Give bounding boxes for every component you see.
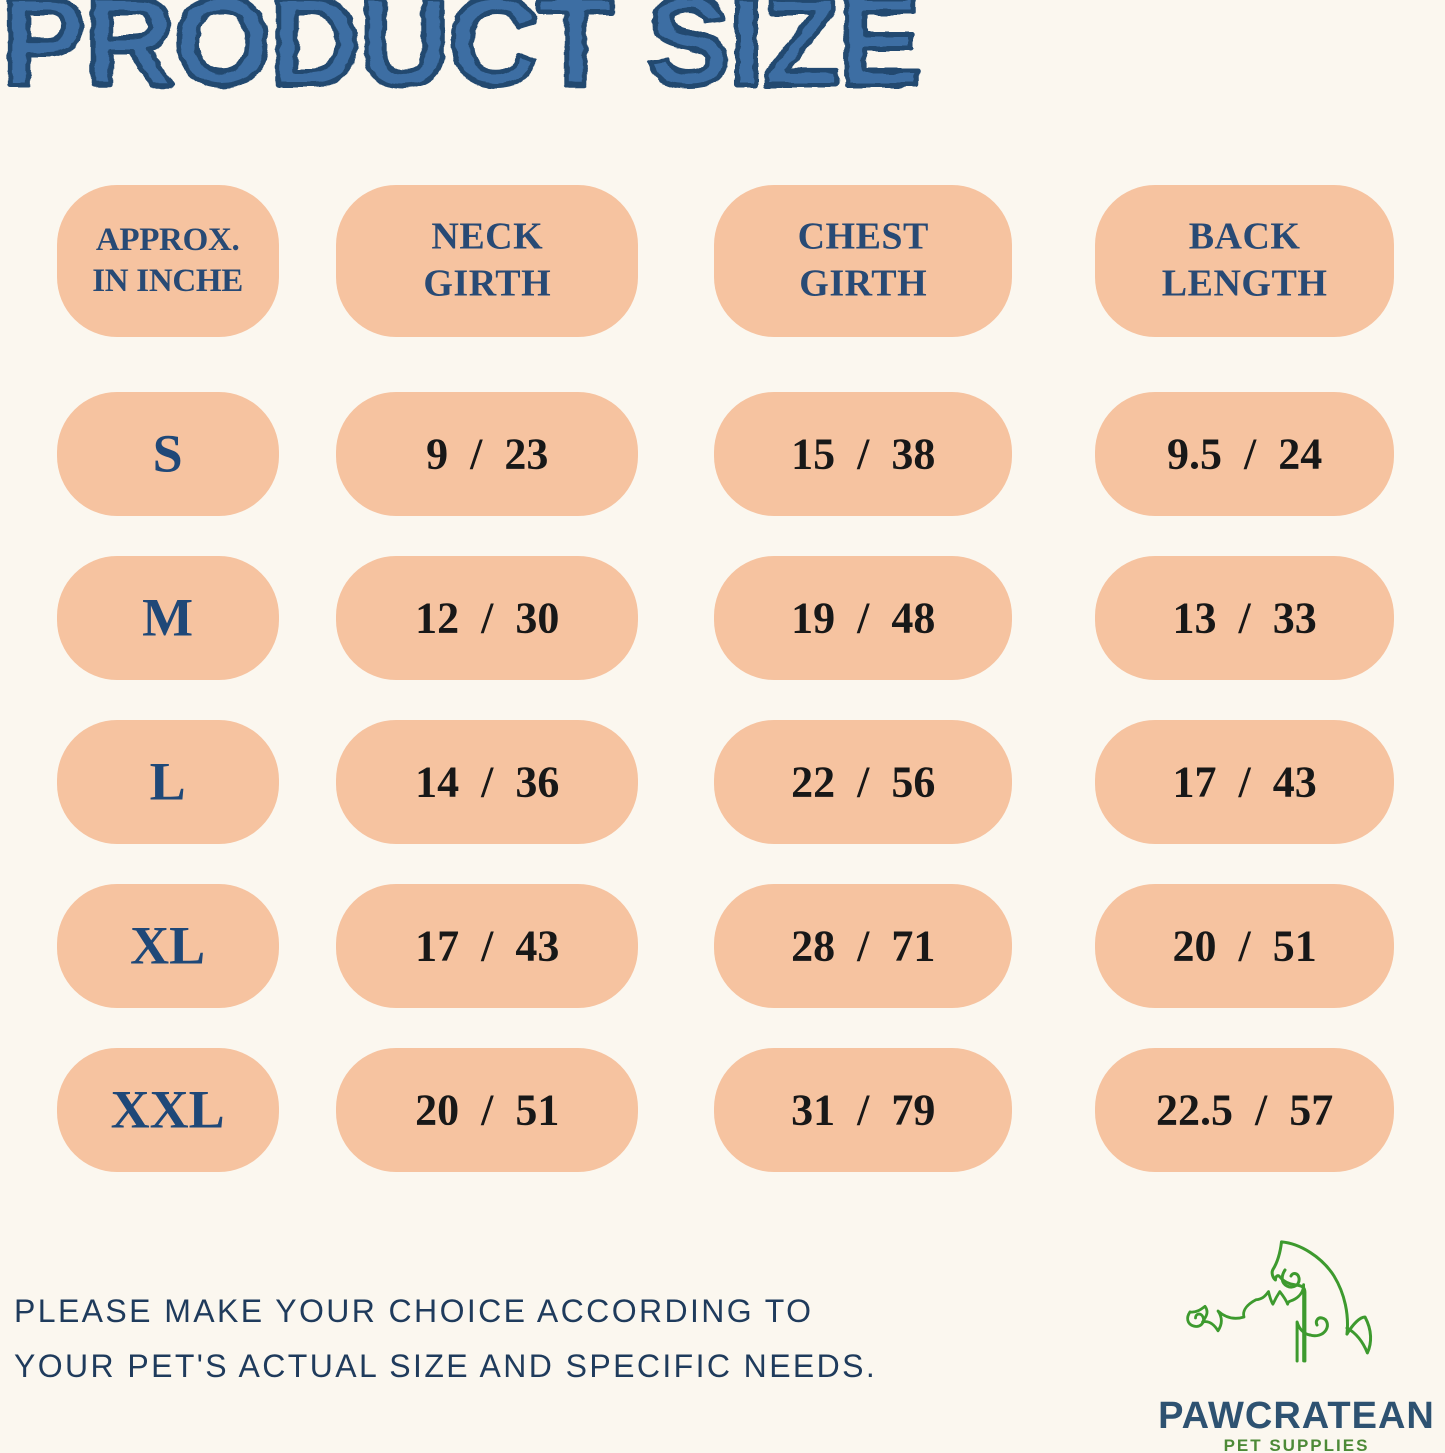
svg-text:PRODUCT SIZE: PRODUCT SIZE [2,0,921,112]
